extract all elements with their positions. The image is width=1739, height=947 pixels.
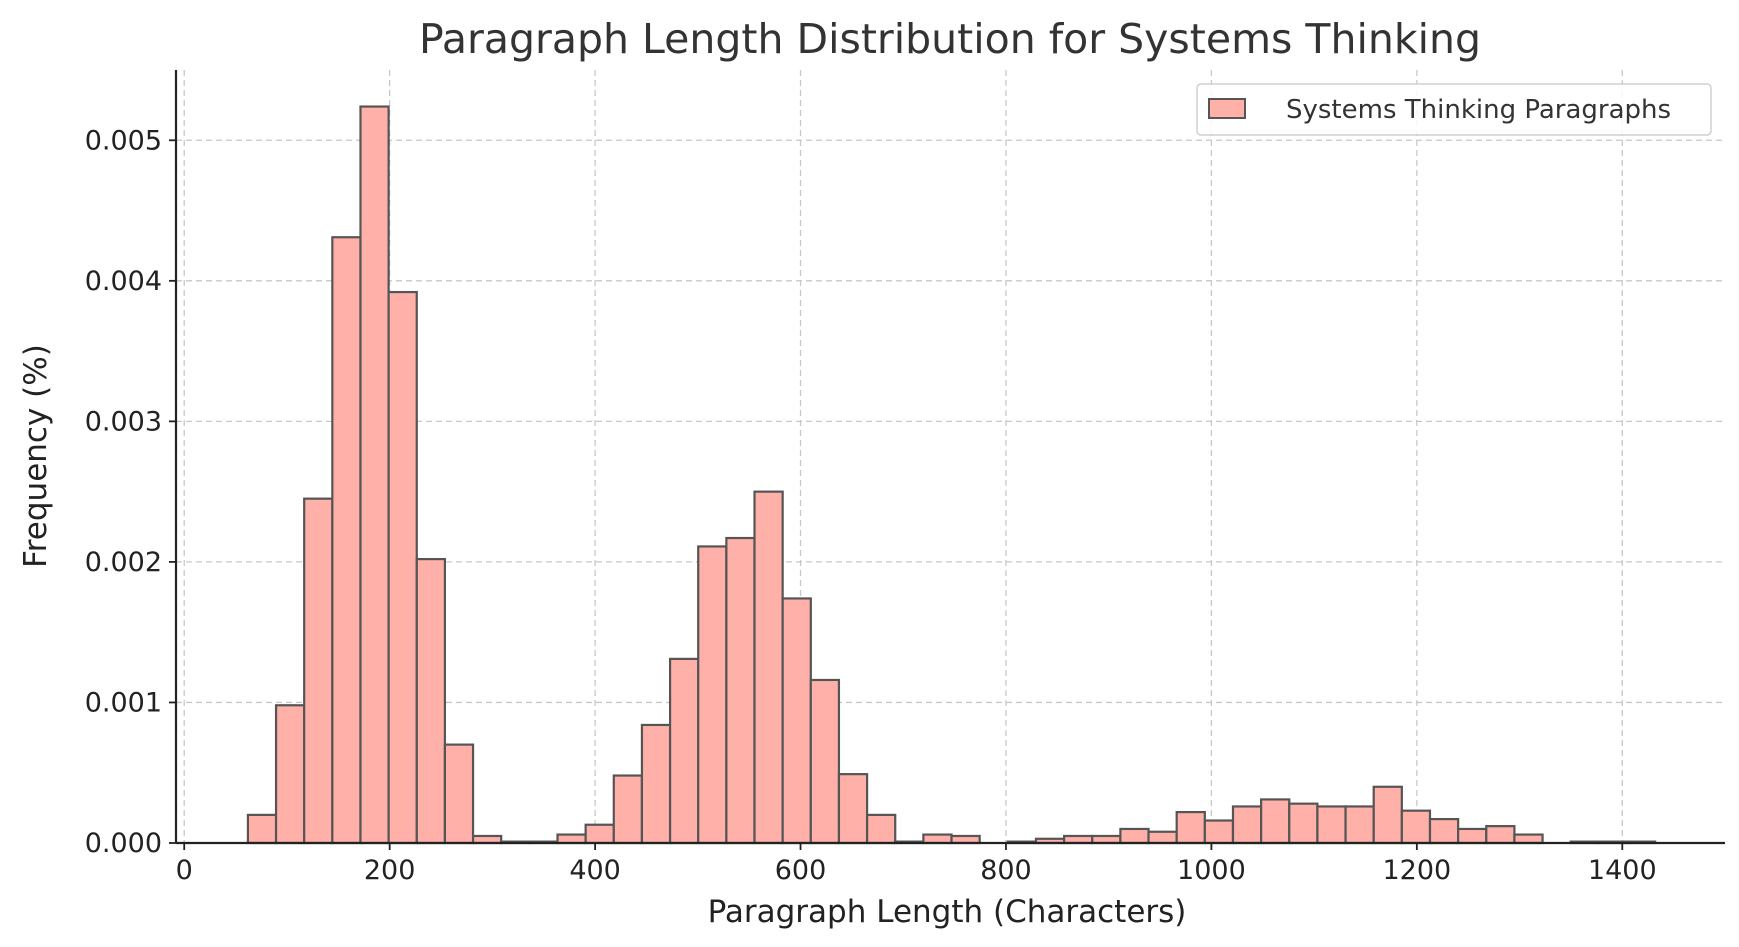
y-tick-label: 0.000: [85, 828, 162, 859]
histogram-bar: [668, 657, 700, 845]
x-tick-label: 800: [980, 855, 1032, 886]
histogram-bar: [415, 557, 447, 845]
histogram-bar: [359, 105, 390, 845]
x-tick-label: 1200: [1382, 855, 1451, 886]
histogram-bar: [697, 545, 728, 845]
chart-title: Paragraph Length Distribution for System…: [419, 15, 1481, 63]
axis-ticks: 0 200 400 600 800 1000 1200 1400 0.000 0.001 0.002…: [85, 125, 1657, 886]
histogram-bar: [387, 290, 418, 845]
histogram-bar: [1344, 805, 1375, 845]
y-axis-label: Frequency (%): [18, 344, 54, 568]
histogram-bar: [1147, 830, 1178, 845]
histogram-bar: [331, 236, 362, 845]
x-tick-label: 1000: [1177, 855, 1246, 886]
y-tick-label: 0.001: [85, 687, 162, 718]
histogram-bar: [1288, 802, 1319, 845]
histogram-bar: [1457, 827, 1488, 845]
y-tick-label: 0.005: [85, 125, 162, 156]
histogram-bar: [246, 813, 278, 845]
histogram-bar: [1175, 810, 1206, 845]
legend-frame: [1196, 83, 1712, 136]
histogram-bar: [1203, 819, 1235, 845]
histogram-bar: [443, 743, 475, 845]
histogram-bar: [303, 497, 334, 845]
histogram-bar: [1485, 825, 1516, 845]
histogram-bar: [1316, 805, 1347, 845]
x-axis-label: Paragraph Length (Characters): [708, 894, 1187, 930]
histogram-bar: [865, 813, 897, 845]
histogram-bar: [725, 536, 756, 845]
histogram-bar: [1260, 798, 1291, 845]
histogram-bar: [1400, 809, 1432, 845]
x-tick-label: 400: [569, 855, 621, 886]
histogram-bar: [1119, 827, 1150, 845]
legend-label: Systems Thinking Paragraphs: [1286, 95, 1671, 125]
histogram-bar: [1428, 818, 1460, 845]
histogram-bar: [640, 723, 672, 845]
y-tick-label: 0.003: [85, 406, 162, 437]
histogram-bar: [1231, 805, 1263, 845]
histogram-bar: [1513, 833, 1544, 845]
x-tick-label: 200: [364, 855, 416, 886]
histogram-bars: [246, 105, 1657, 845]
legend: Systems Thinking Paragraphs: [1196, 83, 1712, 136]
histogram-bar: [753, 490, 784, 845]
axes: [174, 70, 1725, 845]
x-tick-label: 600: [775, 855, 827, 886]
x-tick-label: 1400: [1588, 855, 1657, 886]
legend-swatch: [1208, 98, 1246, 119]
histogram-bar: [556, 833, 587, 845]
histogram-bar: [837, 773, 869, 845]
x-tick-label: 0: [176, 855, 193, 886]
y-tick-label: 0.002: [85, 547, 162, 578]
histogram-bar: [612, 774, 644, 845]
histogram-bar: [809, 678, 841, 845]
histogram-bar: [1372, 785, 1403, 845]
histogram-bar: [274, 704, 306, 845]
histogram-bar: [922, 833, 953, 845]
histogram-bar: [584, 823, 615, 845]
y-tick-label: 0.004: [85, 266, 162, 297]
histogram-bar: [781, 597, 812, 845]
